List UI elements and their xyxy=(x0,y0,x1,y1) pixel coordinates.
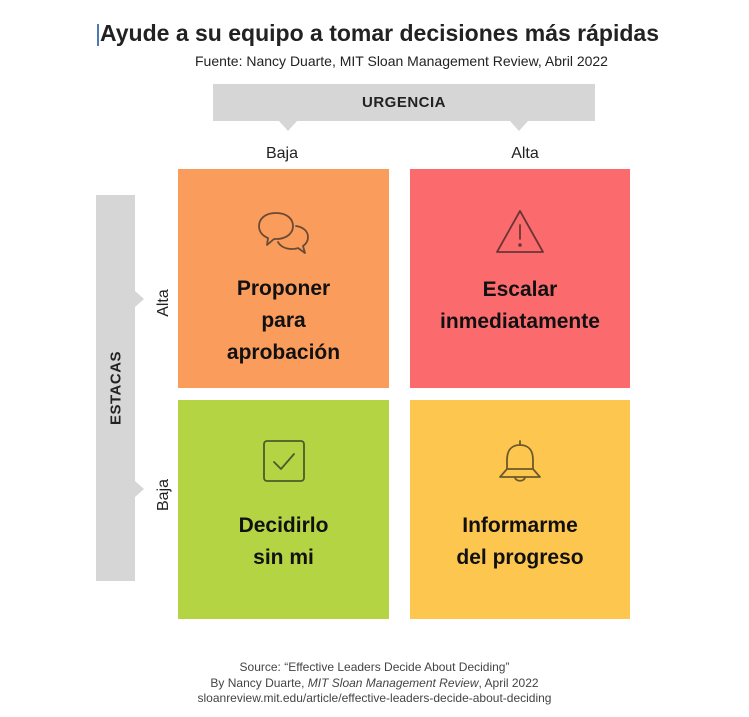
urgency-low-label: Baja xyxy=(242,145,322,163)
quadrant-label-line: inmediatamente xyxy=(410,306,630,338)
stakes-pointer-low xyxy=(135,481,144,497)
source-line-2: By Nancy Duarte, MIT Sloan Management Re… xyxy=(0,675,749,691)
checkbox-icon xyxy=(261,438,307,484)
quadrant-label: Decidirlo sin mi xyxy=(178,510,389,574)
quadrant-label-line: Informarme xyxy=(410,510,630,542)
quadrant-label-line: sin mi xyxy=(178,542,389,574)
chat-bubbles-icon xyxy=(256,209,312,257)
quadrant-propose-for-approval: Proponer para aprobación xyxy=(178,169,389,388)
quadrant-label: Escalar inmediatamente xyxy=(410,274,630,338)
urgency-axis-label: URGENCIA xyxy=(213,84,595,121)
stakes-axis-label: ESTACAS xyxy=(107,351,124,425)
quadrant-label: Proponer para aprobación xyxy=(178,273,389,369)
quadrant-label-line: para xyxy=(178,305,389,337)
source-author: By Nancy Duarte, xyxy=(210,676,307,690)
source-url: sloanreview.mit.edu/article/effective-le… xyxy=(0,690,749,706)
quadrant-label-line: del progreso xyxy=(410,542,630,574)
quadrant-label: Informarme del progreso xyxy=(410,510,630,574)
quadrant-keep-me-informed: Informarme del progreso xyxy=(410,400,630,619)
urgency-high-label: Alta xyxy=(485,145,565,163)
stakes-axis-label-wrap: ESTACAS xyxy=(96,195,135,581)
urgency-pointer-low xyxy=(279,121,297,131)
text-cursor xyxy=(97,24,99,46)
page-subtitle: Fuente: Nancy Duarte, MIT Sloan Manageme… xyxy=(195,53,608,69)
quadrant-label-line: Proponer xyxy=(178,273,389,305)
quadrant-decide-without-me: Decidirlo sin mi xyxy=(178,400,389,619)
source-date: , April 2022 xyxy=(479,676,539,690)
quadrant-escalate-immediately: Escalar inmediatamente xyxy=(410,169,630,388)
urgency-pointer-high xyxy=(510,121,528,131)
stakes-pointer-high xyxy=(135,291,144,307)
stakes-low-label: Baja xyxy=(155,465,175,525)
bell-icon xyxy=(495,436,545,488)
quadrant-label-line: aprobación xyxy=(178,337,389,369)
quadrant-label-line: Escalar xyxy=(410,274,630,306)
source-journal: MIT Sloan Management Review xyxy=(308,676,479,690)
stakes-high-label: Alta xyxy=(155,273,175,333)
warning-icon xyxy=(494,207,546,257)
source-line-1: Source: “Effective Leaders Decide About … xyxy=(0,659,749,675)
page-title: Ayude a su equipo a tomar decisiones más… xyxy=(100,20,700,47)
quadrant-label-line: Decidirlo xyxy=(178,510,389,542)
